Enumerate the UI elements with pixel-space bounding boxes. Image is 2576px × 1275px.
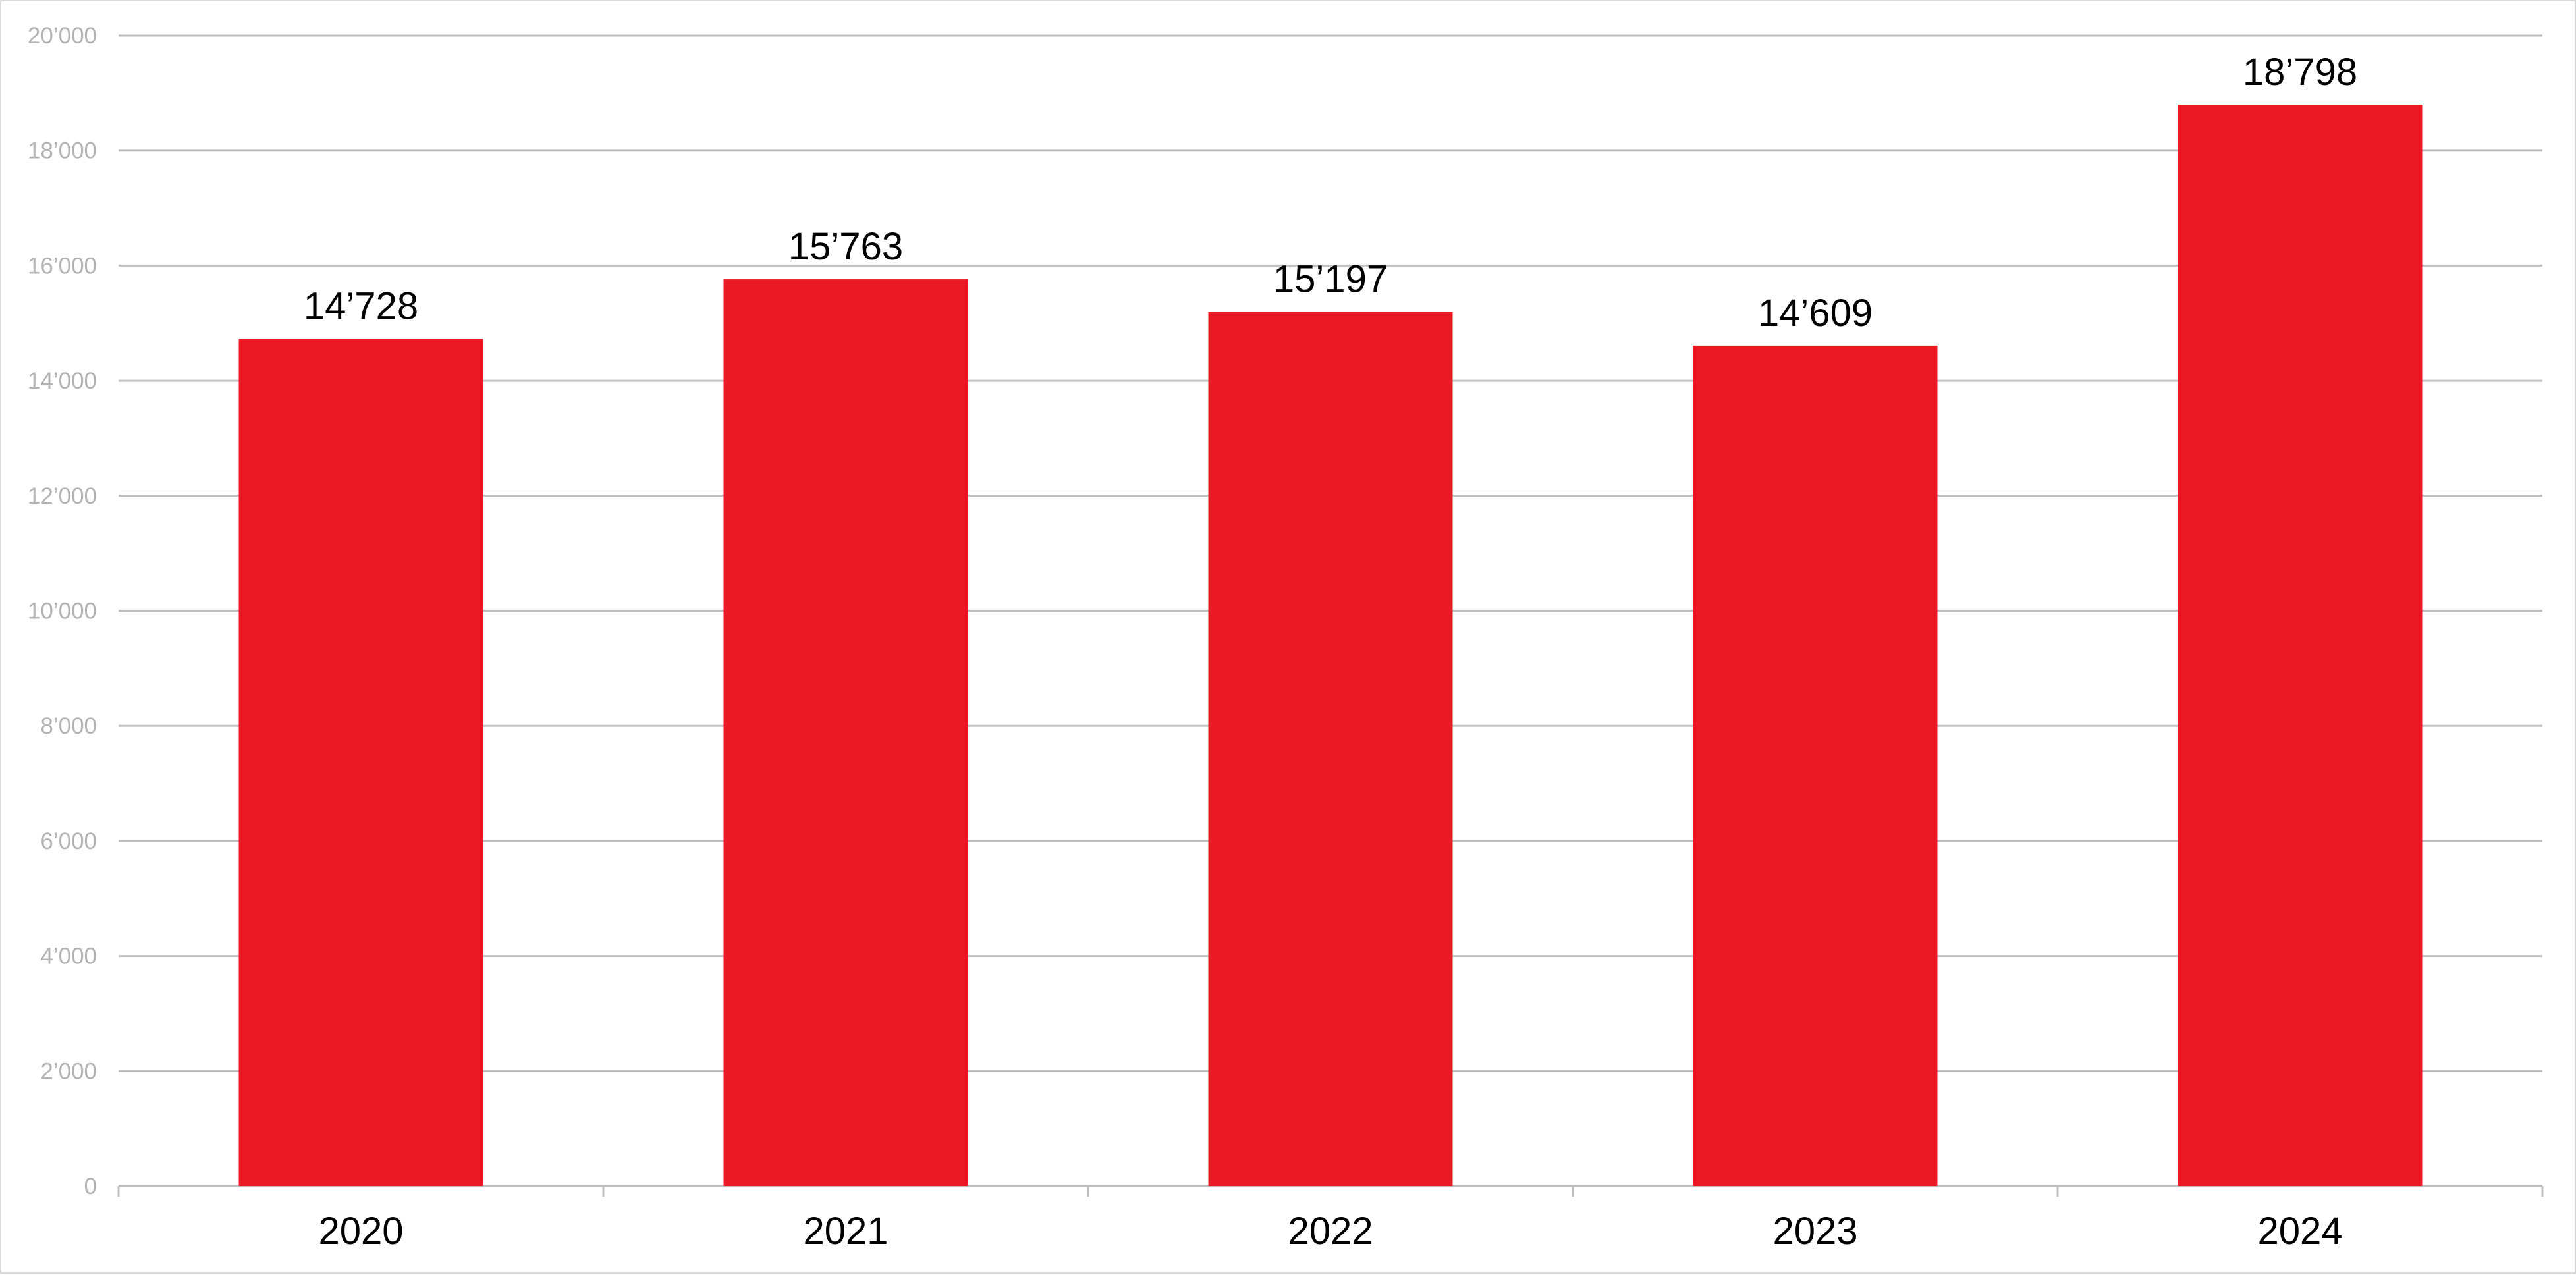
bar (723, 279, 968, 1187)
x-tick-label: 2024 (2257, 1210, 2342, 1253)
x-tick-label: 2020 (318, 1210, 403, 1253)
data-label: 18’798 (2243, 51, 2357, 94)
data-labels: 14’728 15’763 15’197 14’609 18’798 (304, 51, 2357, 335)
bar (1693, 345, 1938, 1187)
y-axis: 0 2’000 4’000 6’000 8’000 10’000 12’000 14’000 1… (28, 23, 97, 1199)
y-tick-label: 6’000 (40, 828, 97, 854)
y-tick-label: 0 (84, 1174, 97, 1199)
y-tick-label: 8’000 (40, 713, 97, 739)
data-label: 15’197 (1273, 258, 1388, 301)
x-tick-label: 2023 (1772, 1210, 1857, 1253)
y-tick-label: 10’000 (28, 599, 97, 624)
data-label: 14’728 (304, 285, 418, 328)
y-tick-label: 14’000 (28, 368, 97, 394)
y-tick-label: 2’000 (40, 1058, 97, 1084)
y-tick-label: 18’000 (28, 138, 97, 164)
bars (238, 104, 2423, 1187)
y-tick-label: 20’000 (28, 23, 97, 49)
data-label: 15’763 (788, 225, 903, 268)
y-tick-label: 12’000 (28, 483, 97, 509)
bar (1208, 312, 1453, 1187)
data-label: 14’609 (1758, 292, 1873, 335)
bar (238, 339, 483, 1186)
y-tick-label: 4’000 (40, 944, 97, 969)
x-tick-label: 2021 (803, 1210, 888, 1253)
y-tick-label: 16’000 (28, 253, 97, 279)
bar (2178, 104, 2423, 1186)
x-axis: 2020 2021 2022 2023 2024 (117, 1186, 2544, 1253)
x-tick-label: 2022 (1288, 1210, 1373, 1253)
